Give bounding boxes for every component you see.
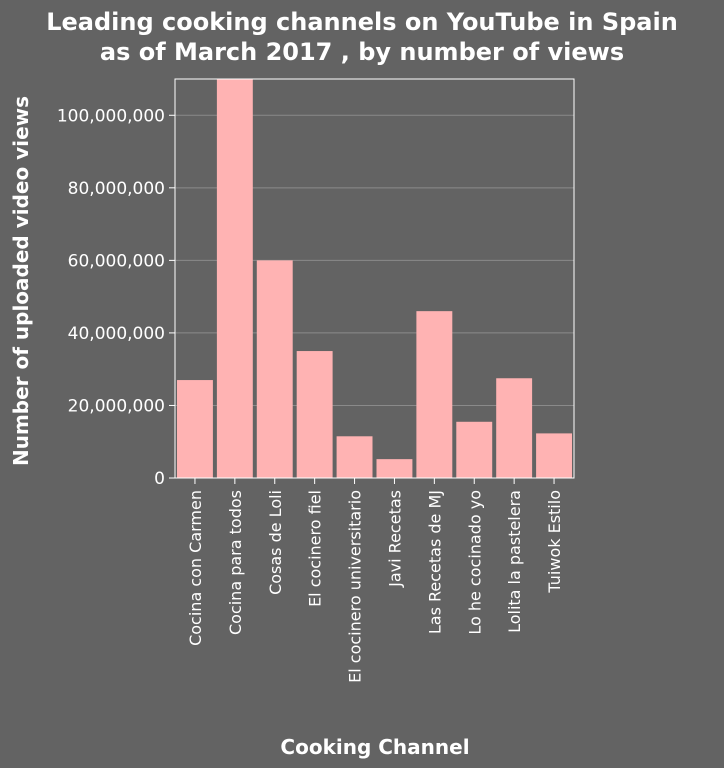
bar — [297, 351, 333, 478]
x-tick-label: Cosas de Loli — [266, 490, 285, 595]
x-tick-label: Cocina con Carmen — [186, 490, 205, 646]
x-tick-label: Javi Recetas — [385, 490, 404, 588]
x-axis-ticks: Cocina con Carmen Cocina para todos Cosas … — [186, 478, 564, 683]
x-tick-label: Lolita la pastelera — [505, 490, 524, 633]
x-tick-label: Las Recetas de MJ — [425, 490, 444, 634]
chart-title-line-2: as of March 2017 , by number of views — [100, 38, 624, 66]
bar — [177, 380, 213, 478]
bar — [456, 422, 492, 478]
y-axis-title: Number of uploaded video views — [9, 96, 33, 466]
x-tick-label: Cocina para todos — [226, 490, 245, 635]
x-tick-label: Lo he cocinado yo — [465, 490, 484, 635]
y-tick-label: 60,000,000 — [68, 251, 165, 271]
y-tick-label: 100,000,000 — [57, 106, 165, 126]
y-tick-label: 0 — [154, 469, 165, 489]
chart-title-line-1: Leading cooking channels on YouTube in S… — [46, 8, 678, 36]
bar — [496, 378, 532, 478]
y-axis-ticks: 0 20,000,000 40,000,000 60,000,000 80,000,00… — [57, 106, 175, 489]
x-tick-label: Tuiwok Estilo — [545, 490, 564, 594]
bar — [376, 459, 412, 478]
bar — [337, 436, 373, 478]
bar — [416, 311, 452, 478]
y-tick-label: 20,000,000 — [68, 396, 165, 416]
y-tick-label: 80,000,000 — [68, 179, 165, 199]
bar — [217, 79, 253, 478]
x-axis-title: Cooking Channel — [280, 735, 469, 759]
bar — [536, 433, 572, 478]
y-tick-label: 40,000,000 — [68, 324, 165, 344]
x-tick-label: El cocinero fiel — [306, 490, 325, 607]
x-tick-label: El cocinero universitario — [346, 490, 365, 683]
bars — [177, 79, 572, 478]
bar — [257, 260, 293, 478]
